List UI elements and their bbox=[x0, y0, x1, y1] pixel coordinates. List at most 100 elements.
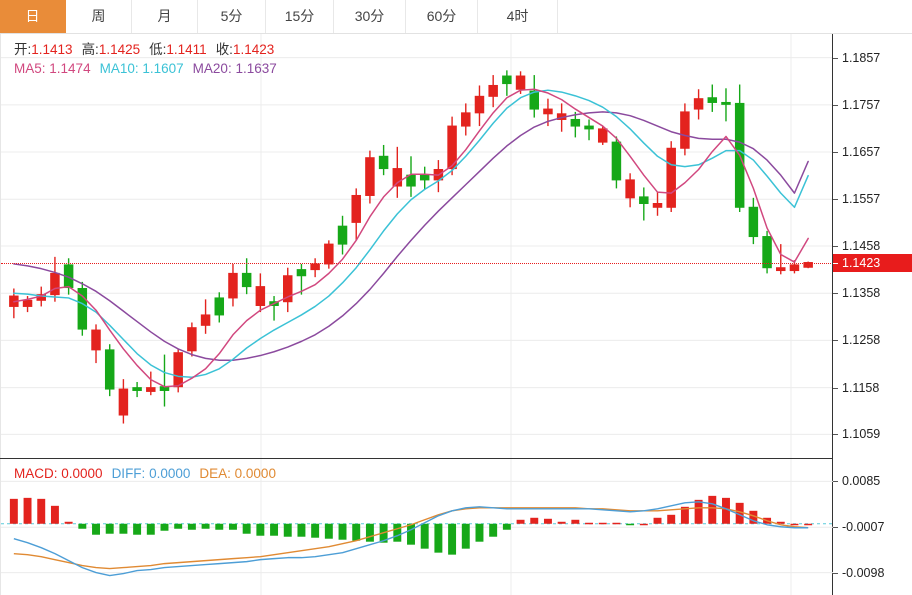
close-label: 收: bbox=[215, 42, 233, 57]
macd-histogram-bar bbox=[420, 523, 429, 549]
ma20-line bbox=[13, 111, 809, 362]
macd-histogram-bar bbox=[530, 517, 539, 524]
candle[interactable] bbox=[91, 329, 101, 351]
candle[interactable] bbox=[406, 174, 416, 187]
current-price-badge: 1.1423 bbox=[833, 253, 912, 272]
candle[interactable] bbox=[22, 299, 33, 307]
candle[interactable] bbox=[50, 272, 60, 296]
candle[interactable] bbox=[241, 272, 252, 288]
candle[interactable] bbox=[488, 84, 498, 97]
macd-histogram-bar bbox=[311, 523, 320, 538]
close-value: 1.1423 bbox=[232, 42, 275, 57]
candle[interactable] bbox=[447, 125, 457, 170]
macd-histogram-bar bbox=[680, 506, 689, 524]
macd-histogram-bar bbox=[393, 523, 402, 542]
tab-tf4[interactable]: 15分 bbox=[266, 0, 334, 33]
candle[interactable] bbox=[173, 352, 183, 388]
macd-histogram-bar bbox=[776, 521, 785, 524]
tab-tf7[interactable]: 4时 bbox=[478, 0, 558, 33]
price-chart-canvas bbox=[1, 34, 833, 458]
macd-chart-panel[interactable] bbox=[0, 459, 833, 595]
candle[interactable] bbox=[652, 203, 663, 208]
open-label: 开: bbox=[14, 42, 32, 57]
candle[interactable] bbox=[365, 157, 375, 196]
candle[interactable] bbox=[762, 236, 772, 269]
tab-week[interactable]: 周 bbox=[66, 0, 132, 33]
price-axis-tick: 1.1158 bbox=[833, 381, 879, 395]
tab-tf6[interactable]: 60分 bbox=[406, 0, 478, 33]
current-price-line bbox=[1, 262, 833, 264]
price-axis-tick: 1.1757 bbox=[833, 98, 880, 112]
candle[interactable] bbox=[283, 275, 293, 303]
candle[interactable] bbox=[776, 267, 786, 272]
candle[interactable] bbox=[378, 155, 389, 170]
macd-histogram-bar bbox=[365, 523, 374, 542]
candle[interactable] bbox=[337, 225, 348, 245]
price-axis-tick: 1.1059 bbox=[833, 427, 880, 441]
candle[interactable] bbox=[529, 90, 539, 110]
macd-histogram-bar bbox=[461, 523, 470, 549]
candle[interactable] bbox=[351, 194, 361, 223]
candle[interactable] bbox=[597, 128, 608, 143]
ma10-label: MA10: bbox=[99, 61, 139, 76]
macd-histogram-bar bbox=[64, 521, 73, 524]
candle[interactable] bbox=[132, 387, 142, 391]
candle[interactable] bbox=[611, 141, 622, 181]
macd-chart-canvas bbox=[1, 459, 833, 595]
candle[interactable] bbox=[324, 243, 334, 265]
macd-histogram-bar bbox=[667, 514, 676, 524]
candle[interactable] bbox=[707, 97, 718, 103]
macd-histogram-bar bbox=[639, 523, 648, 526]
candle[interactable] bbox=[461, 112, 471, 127]
price-legend: 开:1.1413 高:1.1425 低:1.1411 收:1.1423 MA5: 1.… bbox=[14, 40, 277, 78]
price-chart-panel[interactable] bbox=[0, 34, 833, 458]
candle[interactable] bbox=[228, 272, 238, 299]
candle[interactable] bbox=[200, 314, 211, 326]
price-axis-tick: 1.1657 bbox=[833, 145, 880, 159]
macd-histogram-bar bbox=[9, 498, 18, 524]
macd-histogram-bar bbox=[407, 523, 415, 545]
candle[interactable] bbox=[474, 95, 485, 114]
candle[interactable] bbox=[515, 75, 526, 90]
candle[interactable] bbox=[666, 147, 676, 208]
ma5-value: 1.1474 bbox=[49, 61, 91, 76]
candle[interactable] bbox=[639, 196, 649, 205]
macd-label: MACD: bbox=[14, 466, 58, 481]
candle[interactable] bbox=[625, 179, 635, 199]
price-axis-tick: 1.1857 bbox=[833, 51, 880, 65]
candle[interactable] bbox=[104, 349, 115, 390]
ohlc-row: 开:1.1413 高:1.1425 低:1.1411 收:1.1423 bbox=[14, 40, 277, 59]
candle[interactable] bbox=[570, 118, 581, 127]
candle[interactable] bbox=[748, 206, 759, 238]
candle[interactable] bbox=[310, 263, 320, 271]
candle[interactable] bbox=[392, 168, 403, 187]
candle[interactable] bbox=[693, 98, 704, 110]
macd-histogram-bar bbox=[708, 495, 717, 524]
candle[interactable] bbox=[146, 387, 156, 392]
candle[interactable] bbox=[77, 287, 88, 330]
candle[interactable] bbox=[721, 101, 731, 105]
candle[interactable] bbox=[187, 327, 197, 352]
macd-axis-tick: -0.0007 bbox=[833, 520, 884, 534]
macd-legend: MACD: 0.0000 DIFF: 0.0000 DEA: 0.0000 bbox=[14, 464, 276, 483]
tab-month[interactable]: 月 bbox=[132, 0, 198, 33]
candle[interactable] bbox=[584, 125, 594, 130]
candle[interactable] bbox=[118, 388, 129, 416]
tab-day[interactable]: 日 bbox=[0, 0, 66, 33]
tab-tf5[interactable]: 30分 bbox=[334, 0, 406, 33]
tab-tf3[interactable]: 5分 bbox=[198, 0, 266, 33]
candle[interactable] bbox=[789, 264, 800, 272]
candle[interactable] bbox=[214, 297, 225, 316]
candle[interactable] bbox=[502, 75, 512, 85]
candle[interactable] bbox=[255, 286, 266, 306]
candle[interactable] bbox=[419, 174, 430, 181]
macd-histogram-bar bbox=[174, 523, 183, 529]
macd-histogram-bar bbox=[133, 523, 142, 535]
timeframe-tabbar: 日周月 5分 15分 30分 60分 4时 bbox=[0, 0, 912, 34]
candle[interactable] bbox=[296, 269, 307, 277]
macd-histogram-bar bbox=[612, 522, 621, 525]
axis-divider bbox=[832, 34, 833, 595]
candle[interactable] bbox=[680, 111, 690, 149]
candle[interactable] bbox=[543, 108, 553, 115]
